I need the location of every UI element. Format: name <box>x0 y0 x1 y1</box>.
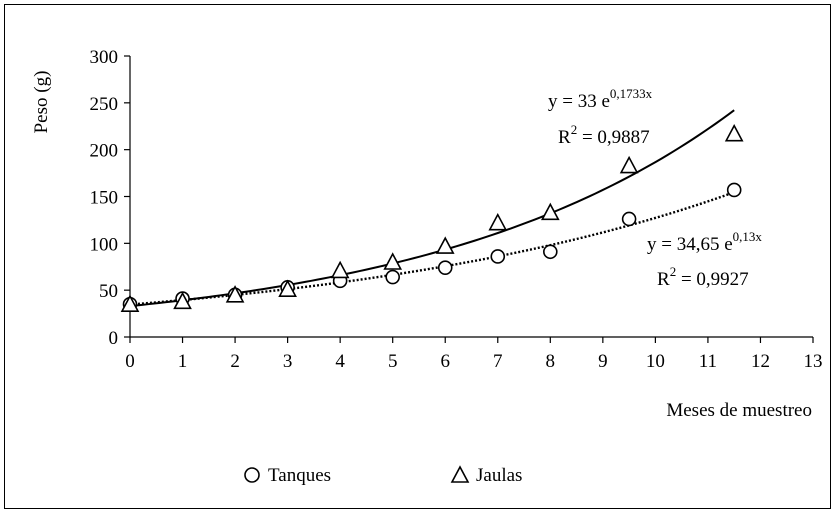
legend: Tanques Jaulas <box>244 465 522 486</box>
point-jaulas <box>278 279 297 297</box>
x-tick-label: 9 <box>598 351 608 372</box>
point-jaulas <box>435 236 455 254</box>
point-jaulas <box>120 294 140 312</box>
x-tick-label: 7 <box>493 351 503 372</box>
y-tick-label: 250 <box>90 94 119 115</box>
data-markers <box>120 123 744 312</box>
r2-jaulas-text: R2 = 0,9887 <box>558 122 650 148</box>
x-tick-label: 10 <box>646 351 665 372</box>
legend-triangle-marker <box>450 465 470 483</box>
point-tanques <box>621 211 637 227</box>
x-tick-label: 8 <box>546 351 556 372</box>
point-jaulas <box>724 123 744 142</box>
point-jaulas <box>173 291 192 310</box>
x-tick-label: 0 <box>125 351 135 372</box>
x-tick-label: 3 <box>283 351 293 372</box>
legend-label-tanques: Tanques <box>268 465 331 486</box>
x-tick-label: 12 <box>751 351 770 372</box>
point-tanques <box>543 244 558 260</box>
equation-tanques-text: y = 34,65 e0,13x <box>647 229 762 255</box>
equation-jaulas: y = 33 e0,1733x R2 = 0,9887 <box>548 86 653 148</box>
x-tick-label: 5 <box>388 351 398 372</box>
x-tick-label: 6 <box>440 351 450 372</box>
y-tick-label: 200 <box>90 141 119 162</box>
x-tick-label: 13 <box>804 351 823 372</box>
x-axis-label: Meses de muestreo <box>666 400 812 421</box>
legend-item-jaulas: Jaulas <box>450 465 522 486</box>
legend-label-jaulas: Jaulas <box>476 465 522 486</box>
x-tick-label: 1 <box>178 351 188 372</box>
legend-item-tanques: Tanques <box>244 465 331 486</box>
x-tick-label: 11 <box>699 351 717 372</box>
point-tanques <box>385 269 400 285</box>
x-tick-label: 4 <box>335 351 345 372</box>
point-tanques <box>490 249 506 264</box>
point-jaulas <box>225 285 245 303</box>
x-tick-label: 2 <box>230 351 240 372</box>
point-jaulas <box>540 202 560 221</box>
y-tick-label: 100 <box>90 234 119 255</box>
point-jaulas <box>488 212 508 231</box>
y-axis-label: Peso (g) <box>31 71 52 134</box>
y-tick-label: 0 <box>109 328 119 349</box>
point-jaulas <box>619 155 639 174</box>
point-tanques <box>437 260 453 275</box>
point-jaulas <box>383 252 403 270</box>
equation-jaulas-text: y = 33 e0,1733x <box>548 86 653 112</box>
trendline-tanques <box>129 191 735 306</box>
y-tick-label: 50 <box>99 281 118 302</box>
y-tick-label: 300 <box>90 47 119 68</box>
y-tick-label: 150 <box>90 188 119 209</box>
point-jaulas <box>330 260 350 279</box>
equation-tanques: y = 34,65 e0,13x R2 = 0,9927 <box>647 229 762 290</box>
point-tanques <box>726 182 742 198</box>
r2-tanques-text: R2 = 0,9927 <box>657 264 749 290</box>
legend-circle-marker <box>244 467 260 483</box>
